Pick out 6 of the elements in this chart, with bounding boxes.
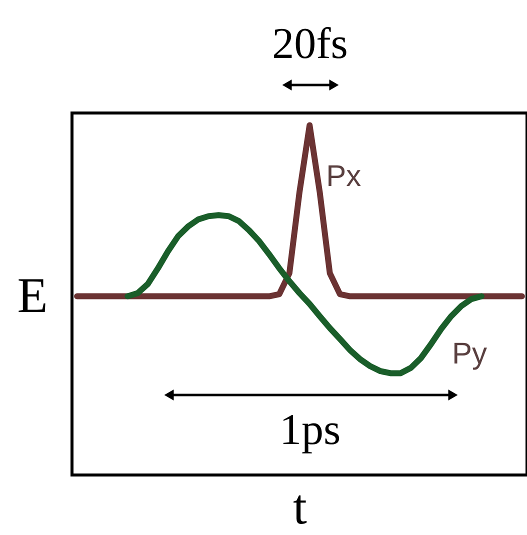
series-label: Py xyxy=(452,337,488,370)
text: 20fs xyxy=(272,19,348,68)
annotation: 1ps xyxy=(279,405,341,454)
series-label: Px xyxy=(326,160,362,194)
y-axis-title: E xyxy=(17,266,48,323)
x-axis-title: t xyxy=(293,478,308,534)
